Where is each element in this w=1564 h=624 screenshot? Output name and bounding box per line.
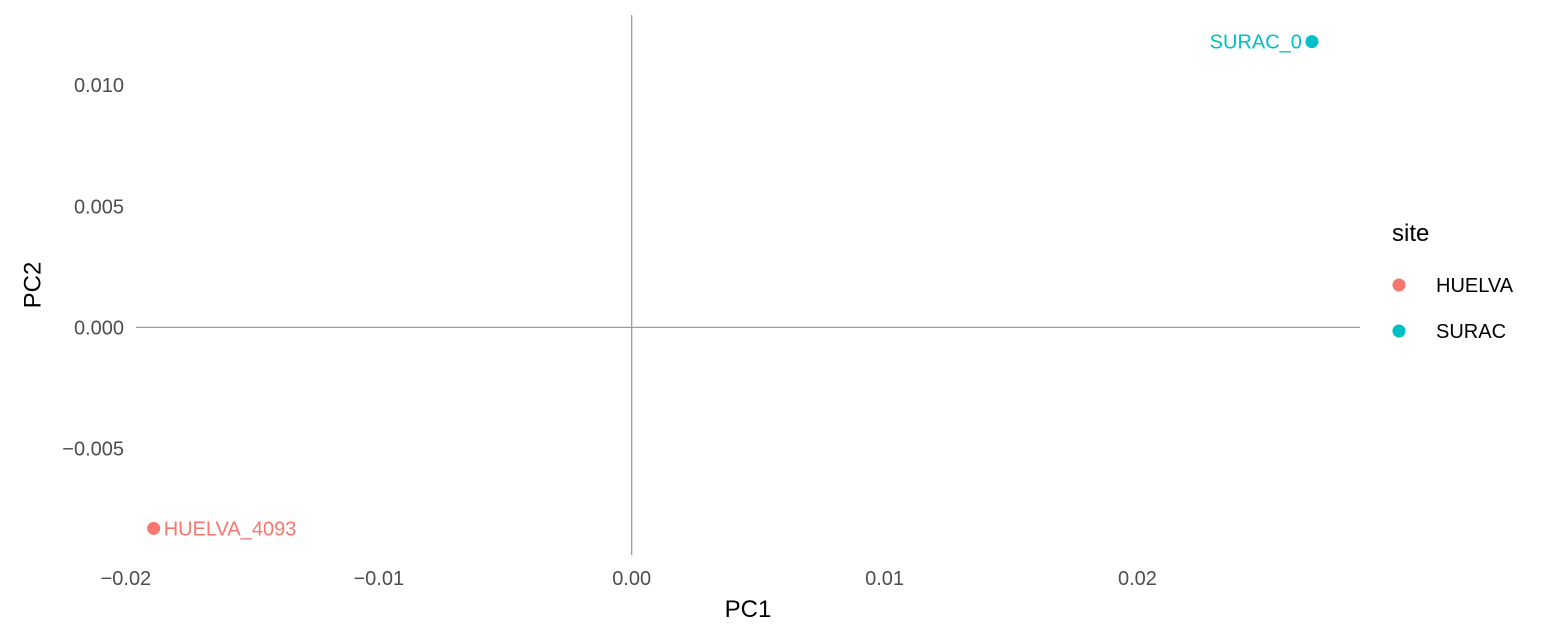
legend-key: [1392, 324, 1406, 338]
y-tick-label: −0.005: [62, 438, 124, 460]
legend-key: [1392, 278, 1406, 292]
plot-area: HUELVA_4093 SURAC_0: [136, 15, 1360, 555]
x-tick-label: 0.02: [1118, 568, 1157, 590]
x-axis-title: PC1: [725, 596, 772, 623]
x-tick-label: 0.01: [865, 568, 904, 590]
legend: site HUELVA SURAC: [1392, 220, 1514, 343]
data-point: [1305, 35, 1319, 49]
y-tick-label: 0.010: [74, 75, 124, 97]
y-axis-ticks: −0.005 0.000 0.005 0.010: [62, 75, 124, 460]
x-tick-label: −0.01: [353, 568, 404, 590]
data-points: HUELVA_4093 SURAC_0: [147, 32, 1319, 540]
y-tick-label: 0.000: [74, 317, 124, 339]
legend-title: site: [1392, 220, 1429, 247]
x-tick-label: 0.00: [612, 568, 651, 590]
y-tick-label: 0.005: [74, 196, 124, 218]
legend-label: HUELVA: [1436, 275, 1514, 297]
y-axis-title: PC2: [19, 262, 46, 309]
data-point-label: HUELVA_4093: [164, 518, 297, 540]
x-axis-ticks: −0.02 −0.01 0.00 0.01 0.02: [101, 568, 1157, 590]
legend-label: SURAC: [1436, 321, 1506, 343]
data-point: [147, 521, 161, 535]
data-point-label: SURAC_0: [1210, 32, 1302, 54]
legend-entries: HUELVA SURAC: [1392, 275, 1514, 343]
x-tick-label: −0.02: [101, 568, 152, 590]
